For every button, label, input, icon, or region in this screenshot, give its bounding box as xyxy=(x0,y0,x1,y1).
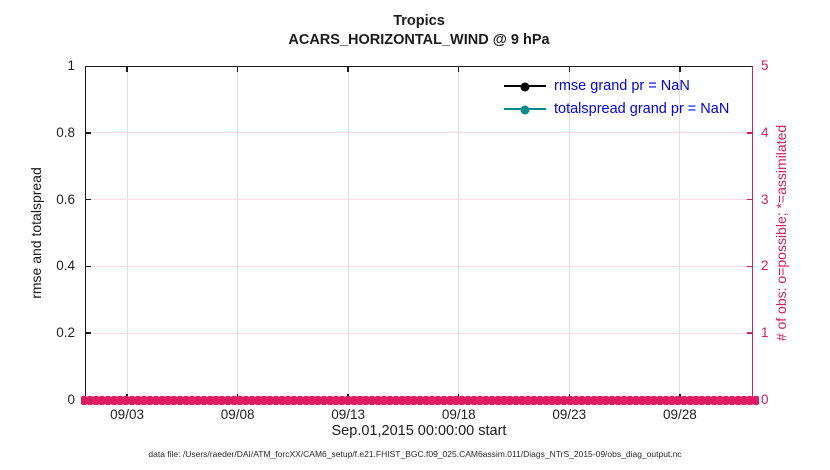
y-tick-left xyxy=(85,332,91,334)
rmse-line-sample xyxy=(504,82,546,92)
x-tick-top xyxy=(679,66,681,72)
y-gridline xyxy=(86,132,752,134)
chart-title: Tropics xyxy=(393,13,445,29)
rmse-marker-dot xyxy=(520,82,530,92)
legend-entry-totalspread: totalspread grand pr = NaN xyxy=(504,100,729,118)
legend: rmse grand pr = NaN totalspread grand pr… xyxy=(504,77,729,123)
legend-label-rmse: rmse grand pr = NaN xyxy=(554,78,690,94)
x-tick-top xyxy=(236,66,239,72)
title-block: Tropics ACARS_HORIZONTAL_WIND @ 9 hPa xyxy=(85,12,753,50)
y-tick-label-right: 2 xyxy=(761,258,769,274)
x-tick-top xyxy=(347,66,349,72)
x-tick-label: 09/18 xyxy=(441,407,476,422)
x-axis-label: Sep.01,2015 00:00:00 start xyxy=(331,423,507,439)
x-gridline xyxy=(458,67,460,399)
x-gridline xyxy=(679,67,681,399)
y-tick-right xyxy=(747,265,753,268)
y-tick-label-left: 0.2 xyxy=(56,325,75,341)
y-tick-label-right: 4 xyxy=(761,124,769,140)
y-tick-label-left: 0.8 xyxy=(56,124,75,140)
y-tick-label-right: 0 xyxy=(761,392,769,407)
x-tick-top xyxy=(568,66,571,72)
y-tick-label-left: 0.6 xyxy=(56,191,75,207)
x-tick-label: 09/08 xyxy=(220,407,255,422)
y-tick-left xyxy=(85,265,91,268)
legend-entry-rmse: rmse grand pr = NaN xyxy=(504,77,729,95)
left-axis-label: rmse and totalspread xyxy=(28,167,44,299)
y-tick-label-right: 1 xyxy=(761,325,769,341)
y-tick-label-left: 0 xyxy=(67,392,75,407)
y-tick-label-right: 5 xyxy=(761,58,769,73)
y-gridline xyxy=(86,265,752,267)
totalspread-marker-dot xyxy=(520,105,530,115)
y-tick-left xyxy=(85,198,91,201)
y-tick-label-left: 1 xyxy=(67,58,75,73)
legend-label-totalspread: totalspread grand pr = NaN xyxy=(554,101,730,117)
x-tick-label: 09/13 xyxy=(331,407,366,422)
y-tick-right xyxy=(747,198,753,201)
y-tick-right xyxy=(747,332,753,334)
x-gridline xyxy=(568,67,570,399)
y-tick-label-left: 0.4 xyxy=(56,258,75,274)
x-gridline xyxy=(126,67,128,399)
x-tick-label: 09/23 xyxy=(552,407,587,422)
right-axis-label: # of obs: o=possible; *=assimilated xyxy=(773,124,789,342)
chart-subtitle: ACARS_HORIZONTAL_WIND @ 9 hPa xyxy=(288,32,550,48)
x-tick-top xyxy=(126,66,128,72)
x-gridline xyxy=(347,67,349,399)
y-tick-left xyxy=(85,132,91,134)
x-tick-label: 09/28 xyxy=(662,407,697,422)
y-tick-right xyxy=(747,132,753,134)
y-tick-label-right: 3 xyxy=(761,191,769,207)
plot-area: rmse grand pr = NaN totalspread grand pr… xyxy=(81,66,759,406)
x-tick-top xyxy=(457,66,460,72)
x-tick-label: 09/03 xyxy=(110,407,144,422)
x-gridline xyxy=(237,67,239,399)
obs-marker-band xyxy=(81,394,759,406)
data-file-caption: data file: /Users/raeder/DAI/ATM_forcXX/… xyxy=(148,449,682,459)
totalspread-line-sample xyxy=(504,105,546,115)
y-gridline xyxy=(86,332,752,334)
y-gridline xyxy=(86,199,752,201)
